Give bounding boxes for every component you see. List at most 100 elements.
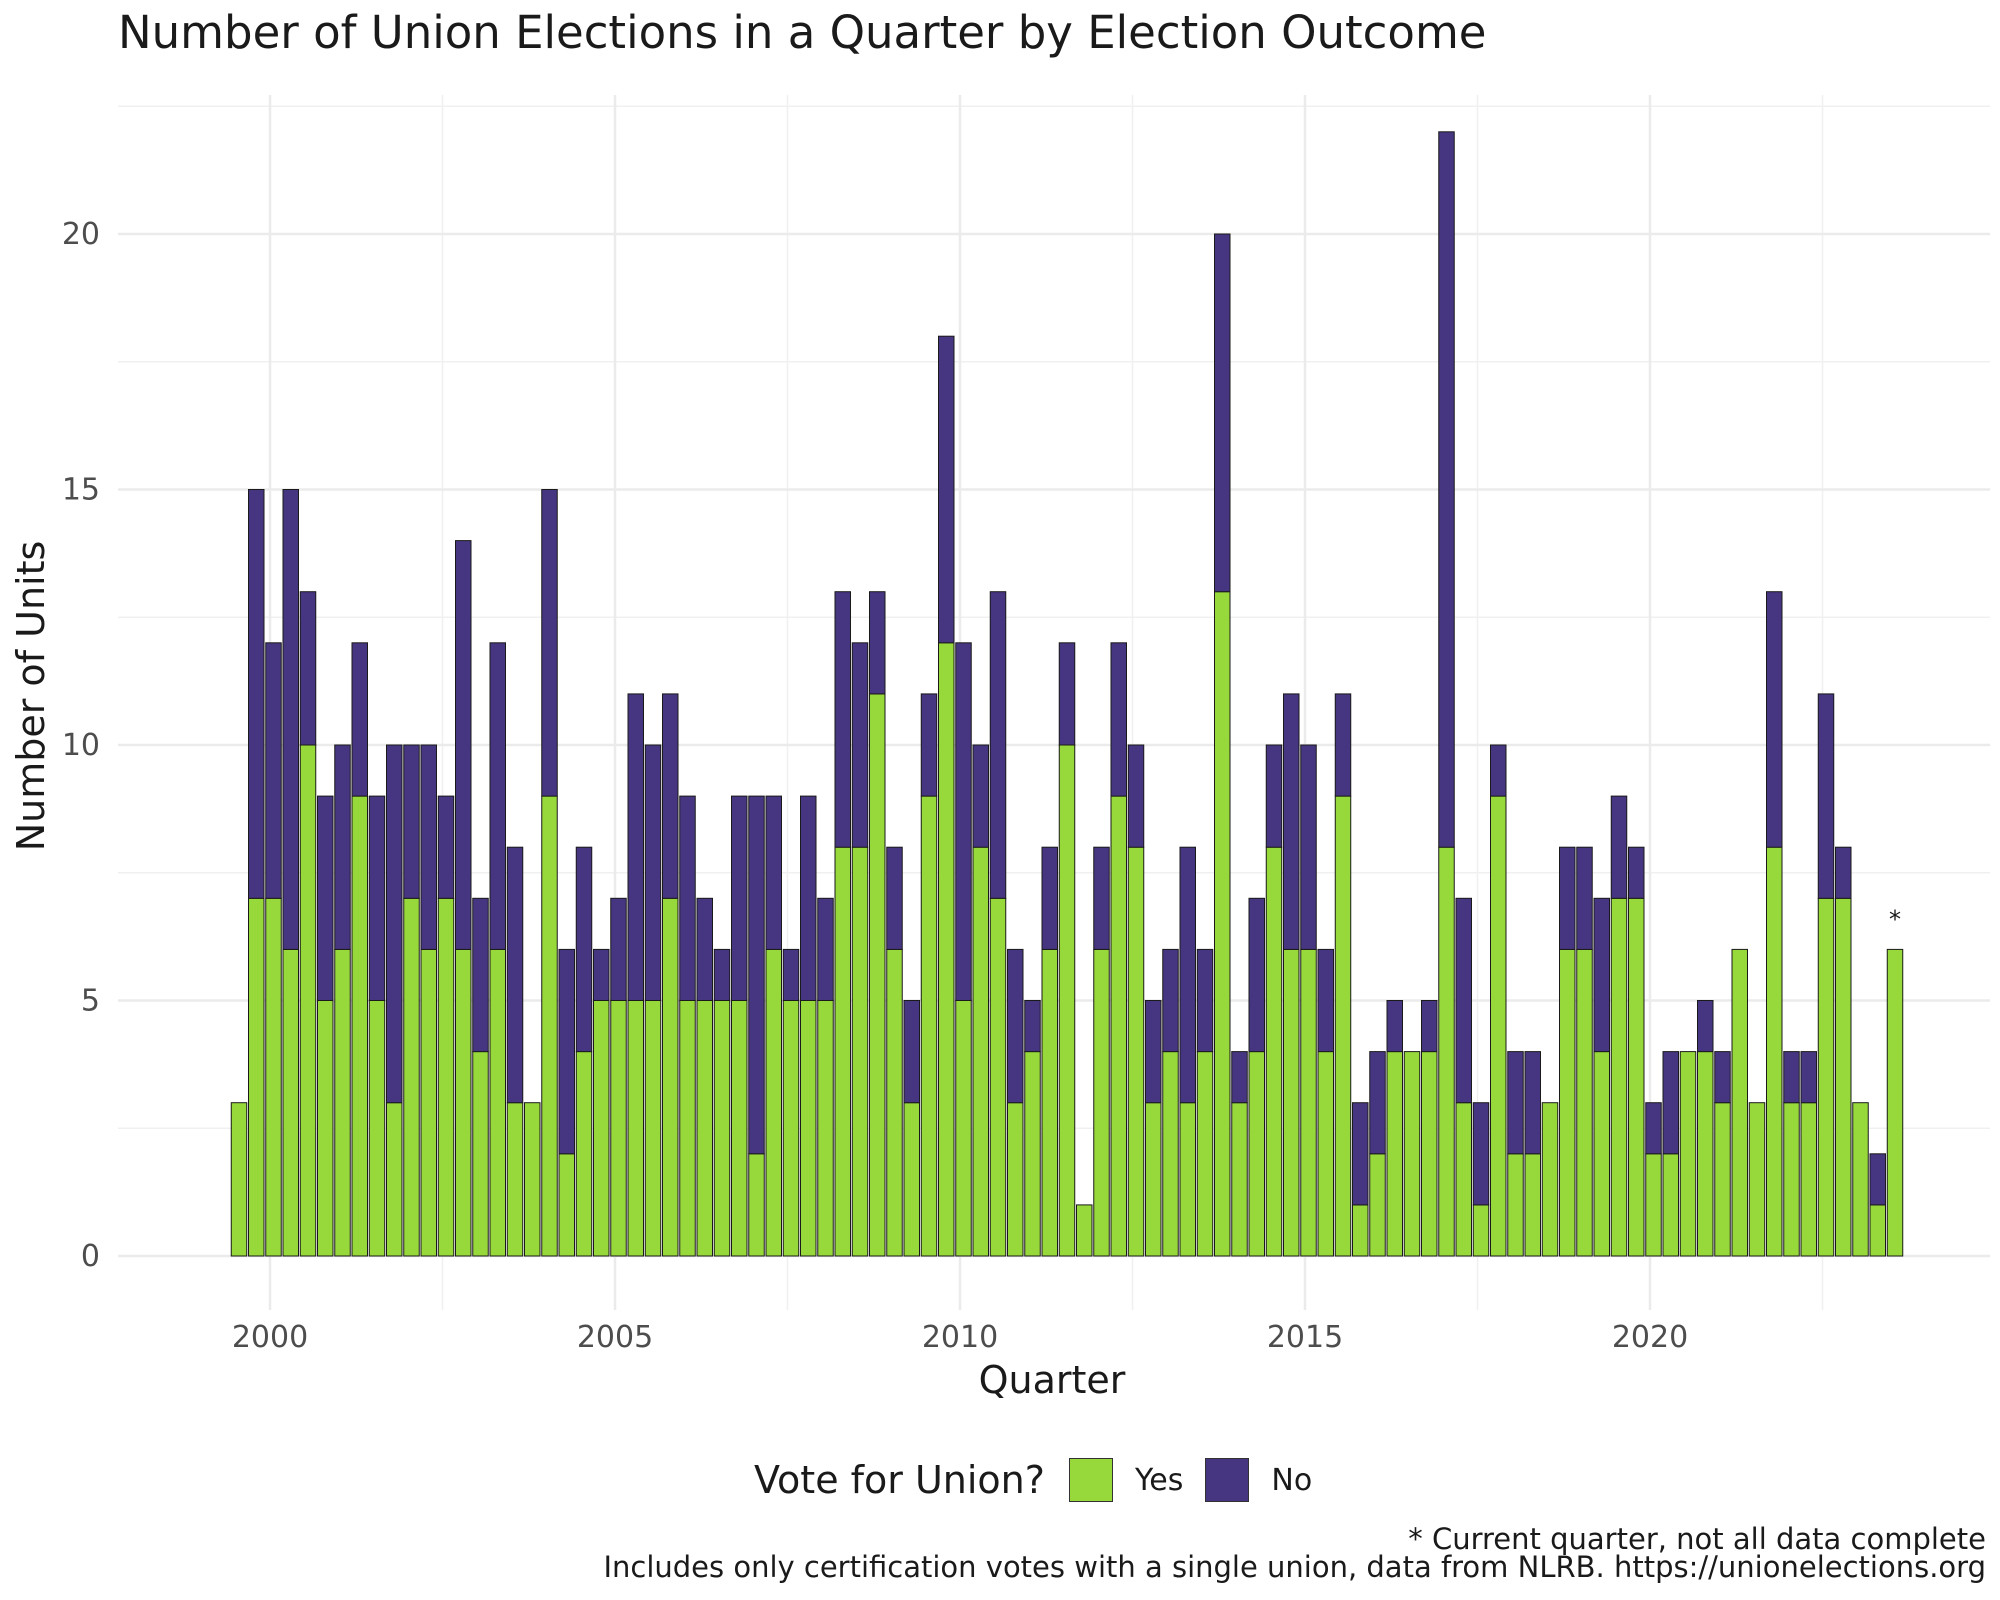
bar-yes (1352, 1204, 1369, 1257)
bar-no (1835, 846, 1852, 899)
bar-yes (1231, 1102, 1248, 1257)
bar-no (1058, 642, 1076, 746)
bar-yes (989, 897, 1007, 1257)
bar-no (782, 948, 800, 1002)
y-tick-label: 20 (62, 217, 100, 252)
bar-no (1697, 1000, 1714, 1053)
bar-no (1472, 1102, 1490, 1206)
bar-no (1645, 1102, 1662, 1155)
bar-no (1576, 846, 1593, 950)
bar-yes (541, 795, 558, 1257)
x-axis-title: Quarter (978, 1358, 1126, 1402)
bar-no (1593, 897, 1610, 1053)
bar-yes (972, 846, 989, 1257)
bar-no (265, 642, 282, 899)
bar-yes (1576, 948, 1593, 1257)
bar-yes (662, 897, 679, 1257)
bar-yes (765, 948, 782, 1257)
bar-yes (1283, 948, 1300, 1257)
bar-no (817, 897, 834, 1001)
bar-no (403, 744, 420, 899)
bar-yes (1300, 948, 1317, 1257)
bar-no (713, 948, 731, 1002)
bar-no (1248, 897, 1265, 1053)
bar-no (1369, 1051, 1386, 1155)
legend-swatch-yes (1068, 1458, 1113, 1502)
bar-no (558, 948, 575, 1155)
bar-no (1162, 948, 1179, 1053)
bar-no (955, 642, 972, 1001)
bar-yes (1110, 795, 1127, 1257)
bar-no (765, 795, 782, 950)
bar-no (334, 744, 351, 950)
bar-no (1507, 1051, 1524, 1155)
bar-yes (1093, 948, 1110, 1257)
bar-yes (834, 846, 851, 1257)
bar-yes (1196, 1051, 1214, 1257)
bar-yes (1628, 897, 1645, 1257)
bar-yes (420, 948, 437, 1257)
bar-no (1628, 846, 1645, 899)
x-tick-label: 2020 (1612, 1320, 1688, 1355)
chart-title: Number of Union Elections in a Quarter b… (118, 6, 1487, 59)
bar-yes (593, 1000, 610, 1257)
legend-title: Vote for Union? (754, 1458, 1045, 1502)
bar-yes (1800, 1102, 1817, 1257)
bar-no (282, 489, 299, 950)
bar-no (1110, 642, 1127, 797)
bar-yes (489, 948, 506, 1257)
bar-no (1093, 846, 1110, 950)
bar-no (386, 744, 403, 1104)
annotation-asterisk: * (1889, 905, 1901, 933)
bar-yes (748, 1153, 765, 1257)
bar-yes (938, 642, 955, 1257)
bar-no (748, 795, 765, 1155)
bar-yes (334, 948, 351, 1257)
bar-yes (679, 1000, 696, 1257)
bar-yes (1386, 1051, 1403, 1257)
bar-yes (1697, 1051, 1714, 1257)
bar-yes (1334, 795, 1352, 1257)
bar-yes (1024, 1051, 1041, 1257)
legend-item-no: No (1205, 1458, 1312, 1502)
bar-yes (1369, 1153, 1386, 1257)
bar-no (1214, 233, 1231, 593)
bar-no (472, 897, 489, 1053)
legend-swatch-no (1205, 1458, 1250, 1502)
bar-yes (817, 1000, 834, 1257)
bar-no (1386, 1000, 1403, 1053)
bar-yes (696, 1000, 713, 1257)
bar-yes (1421, 1051, 1438, 1257)
bar-yes (558, 1153, 575, 1257)
bar-no (972, 744, 989, 848)
bar-no (851, 642, 869, 848)
bar-yes (731, 1000, 748, 1257)
bar-yes (610, 1000, 627, 1257)
bar-yes (1559, 948, 1576, 1257)
x-tick-label: 2005 (577, 1320, 653, 1355)
bar-no (1421, 1000, 1438, 1053)
bar-no (627, 693, 644, 1002)
bar-yes (1472, 1204, 1490, 1257)
bar-yes (351, 795, 368, 1257)
bar-yes (1076, 1204, 1093, 1257)
bar-no (1490, 744, 1507, 797)
bar-yes (627, 1000, 644, 1257)
bar-yes (1852, 1102, 1869, 1257)
bar-no (1869, 1153, 1886, 1206)
x-tick-label: 2000 (232, 1320, 308, 1355)
bar-no (610, 897, 627, 1001)
bar-yes (903, 1102, 920, 1257)
bar-no (1610, 795, 1628, 899)
bar-yes (1127, 846, 1145, 1257)
bar-no (1662, 1051, 1679, 1155)
y-tick-label: 10 (62, 728, 100, 763)
bar-yes (248, 897, 265, 1257)
caption-note: * Current quarter, not all data complete (1408, 1522, 1986, 1556)
bar-no (1524, 1051, 1541, 1155)
bar-no (731, 795, 748, 1001)
y-tick-label: 5 (81, 984, 100, 1019)
y-tick-label: 0 (81, 1239, 100, 1274)
bar-no (1179, 846, 1196, 1104)
bar-yes (1835, 897, 1852, 1257)
